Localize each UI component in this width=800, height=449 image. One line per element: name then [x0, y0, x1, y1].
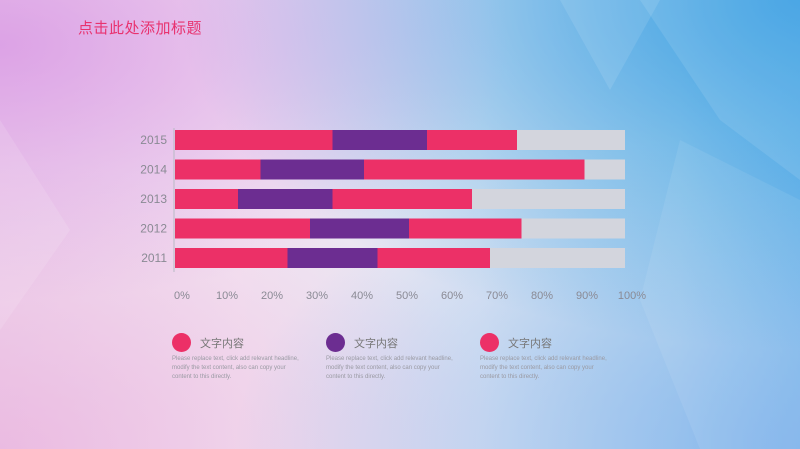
- legend-marker: [172, 333, 191, 352]
- legend-label: 文字内容: [200, 338, 244, 350]
- y-tick-label: 2013: [140, 192, 167, 206]
- legend-description: Please replace text, click add relevant …: [326, 356, 453, 380]
- bar-segment: [584, 159, 625, 180]
- bar-segment: [175, 218, 310, 239]
- legend-description: Please replace text, click add relevant …: [172, 356, 299, 380]
- bar-segment: [175, 159, 261, 180]
- slide-title[interactable]: 点击此处添加标题: [78, 20, 203, 37]
- legend-label: 文字内容: [354, 338, 398, 350]
- x-tick-label: 20%: [261, 290, 283, 302]
- bar-segment: [409, 218, 522, 239]
- x-tick-label: 100%: [618, 290, 646, 302]
- y-tick-label: 2012: [140, 222, 167, 236]
- legend-label: 文字内容: [508, 338, 552, 350]
- bar-segment: [175, 248, 288, 268]
- legend-description: Please replace text, click add relevant …: [480, 356, 607, 380]
- bar-segment: [310, 218, 409, 239]
- x-tick-label: 70%: [486, 290, 508, 302]
- bar-segment: [377, 248, 490, 268]
- y-tick-label: 2015: [140, 133, 167, 147]
- bar-segment: [332, 189, 472, 209]
- bar-segment: [517, 130, 625, 150]
- y-tick-label: 2011: [141, 251, 167, 265]
- x-tick-label: 10%: [216, 290, 238, 302]
- bar-segment: [490, 248, 625, 268]
- bar-segment: [175, 130, 333, 150]
- bar-segment: [287, 248, 378, 268]
- bar-segment: [472, 189, 625, 209]
- x-tick-label: 40%: [351, 290, 373, 302]
- x-tick-label: 80%: [531, 290, 553, 302]
- bar-segment: [521, 218, 625, 239]
- bar-segment: [427, 130, 517, 150]
- bar-segment: [364, 159, 585, 180]
- y-tick-label: 2014: [140, 163, 167, 177]
- legend-marker: [326, 333, 345, 352]
- bar-segment: [175, 189, 238, 209]
- x-tick-label: 50%: [396, 290, 418, 302]
- x-tick-label: 90%: [576, 290, 598, 302]
- x-tick-label: 30%: [306, 290, 328, 302]
- legend-marker: [480, 333, 499, 352]
- bar-segment: [332, 130, 427, 150]
- bar-segment: [260, 159, 364, 180]
- x-tick-label: 60%: [441, 290, 463, 302]
- x-tick-label: 0%: [174, 290, 190, 302]
- bar-segment: [238, 189, 333, 209]
